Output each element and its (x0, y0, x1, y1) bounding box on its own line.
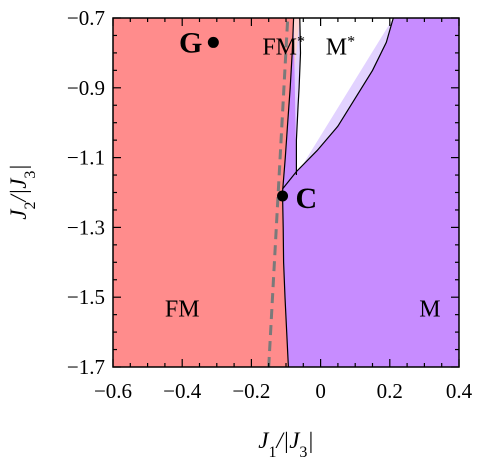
y-tick-label: −1.5 (67, 285, 105, 309)
x-tick-label: 0.4 (446, 379, 473, 403)
region-m (282, 18, 459, 367)
x-tick-label: 0.2 (377, 379, 403, 403)
region-label-m: M (419, 296, 440, 322)
y-axis-title: J2/|J3| (6, 164, 39, 219)
point-g-marker (207, 36, 219, 48)
y-tick-label: −1.1 (67, 146, 105, 170)
y-tick-label: −1.3 (67, 215, 105, 239)
x-tick-label: −0.2 (232, 379, 270, 403)
y-tick-label: −0.7 (67, 6, 105, 30)
y-tick-label: −1.7 (67, 355, 105, 379)
boundary-m-star-lower (282, 18, 394, 190)
point-c-label: C (296, 182, 318, 215)
point-c-marker (277, 190, 289, 202)
region-label-m-star: M* (326, 33, 355, 61)
special-points: GC (179, 26, 317, 215)
y-tick-label: −0.9 (67, 76, 105, 100)
region-label-fm: FM (165, 296, 200, 322)
axes: −0.6 −0.4 −0.2 0 0.2 0.4 −0.7 −0.9 −1.1 −1.3 −1.5 −… (67, 6, 473, 403)
x-tick-label: −0.6 (94, 379, 132, 403)
point-g-label: G (179, 26, 202, 59)
boundary-fm-star-right (295, 18, 302, 175)
dashed-line (267, 18, 290, 367)
region-fm (113, 18, 294, 367)
x-tick-label: 0 (315, 379, 326, 403)
x-axis-title: J1/|J3| (258, 428, 313, 461)
x-tick-label: −0.4 (163, 379, 202, 403)
